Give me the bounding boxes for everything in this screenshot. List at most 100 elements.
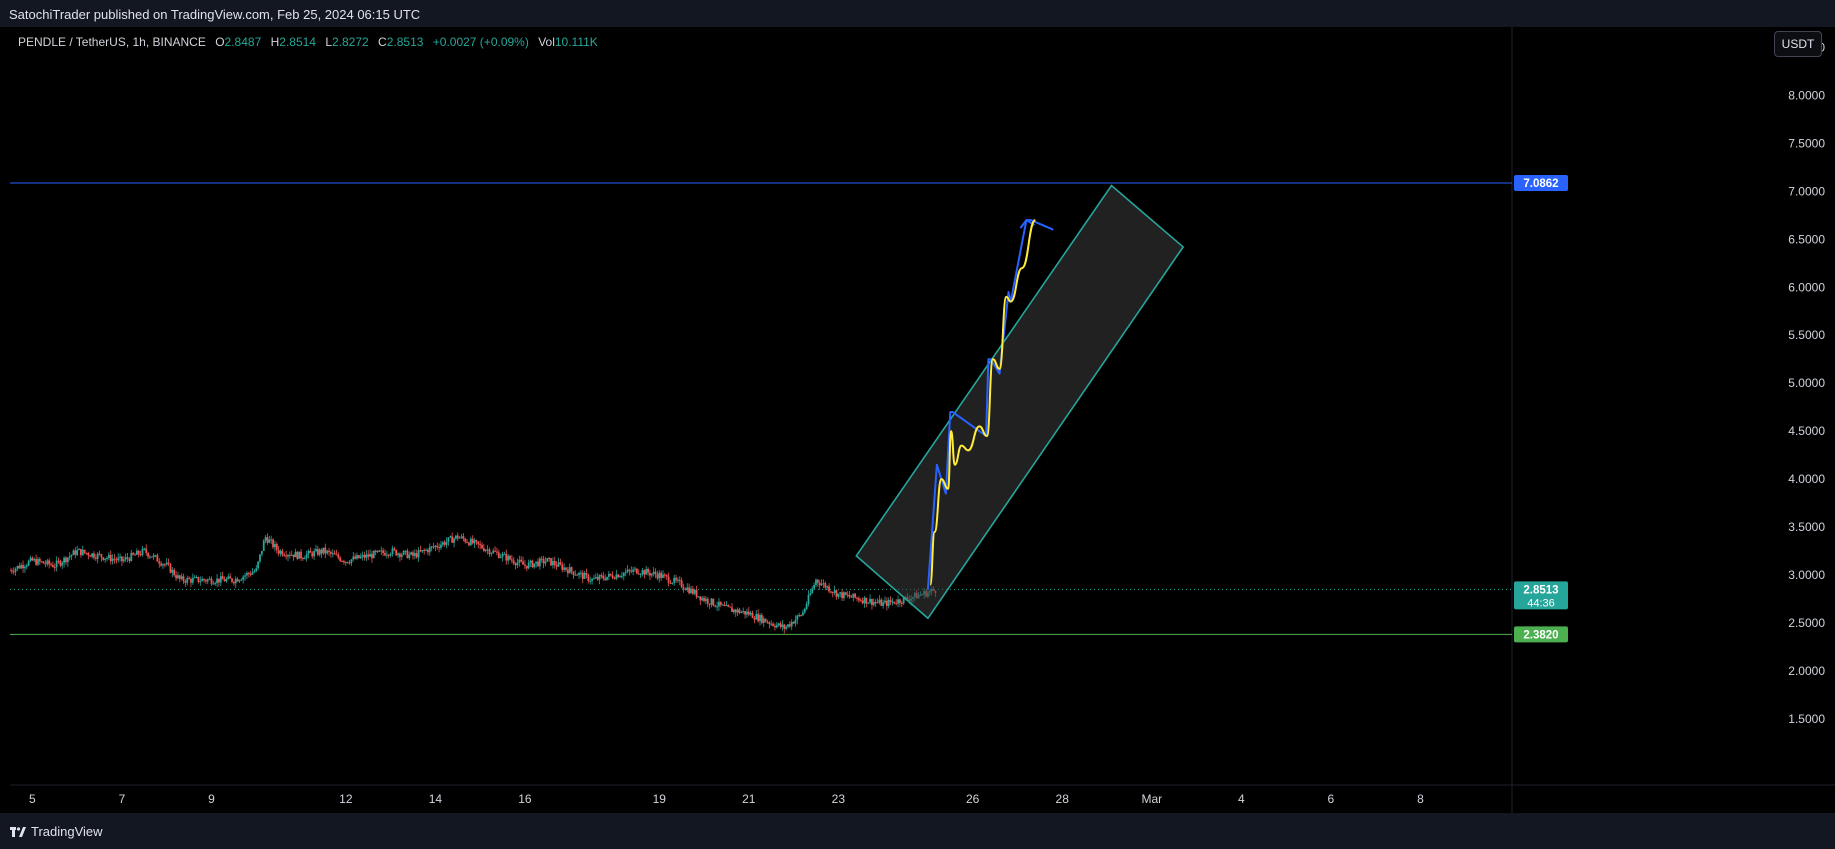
candle-body (593, 578, 595, 580)
candle-body (572, 571, 575, 575)
candle-body (744, 610, 746, 615)
candle-body (408, 554, 411, 559)
candle-body (44, 563, 47, 565)
candle-body (822, 583, 825, 585)
candle-body (525, 565, 528, 569)
candle-body (878, 599, 881, 603)
symbol-info[interactable]: PENDLE / TetherUS, 1h, BINANCE (18, 35, 206, 49)
candle-body (61, 562, 64, 566)
candle-body (734, 609, 737, 613)
candle-body (464, 538, 467, 542)
candle-body (53, 567, 56, 569)
candle-body (843, 592, 845, 599)
candle-body (350, 559, 353, 564)
candle-body (117, 557, 120, 561)
candle-body (682, 587, 685, 589)
candle-body (757, 613, 760, 622)
candle-body (600, 575, 603, 577)
candle-body (835, 590, 838, 597)
candle-body (178, 575, 181, 579)
candle-body (445, 541, 448, 545)
candle-body (628, 569, 631, 571)
candle-body (880, 599, 883, 606)
candle-body (787, 624, 789, 627)
candle-body (52, 565, 54, 568)
candle-body (794, 619, 797, 624)
candle-body (667, 576, 670, 583)
candle-body (115, 559, 118, 561)
candle-body (751, 612, 754, 619)
candle-body (665, 575, 668, 577)
candle-body (201, 579, 204, 582)
x-tick-label: 26 (966, 792, 980, 806)
candle-body (738, 609, 741, 613)
tradingview-brand[interactable]: TradingView (10, 824, 103, 839)
candle-body (333, 553, 336, 555)
candle-body (548, 558, 551, 560)
candle-body (134, 554, 136, 556)
candle-body (415, 553, 418, 558)
candle-body (27, 560, 30, 566)
candle-body (31, 557, 34, 561)
candle-body (779, 623, 782, 627)
candle-body (510, 559, 513, 561)
candle-body (391, 548, 394, 555)
candle-body (818, 582, 821, 586)
candle-body (583, 573, 586, 579)
candle-body (621, 575, 623, 577)
candle-body (837, 593, 840, 597)
candle-body (635, 568, 638, 574)
candle-body (579, 572, 582, 574)
currency-button[interactable]: USDT (1774, 31, 1822, 57)
candle-body (731, 607, 733, 613)
candle-body (154, 555, 157, 557)
candle-body (559, 562, 562, 565)
candle-body (815, 579, 817, 586)
close-value: 2.8513 (386, 35, 424, 49)
candle-body (188, 578, 191, 580)
candle-body (186, 578, 189, 583)
chart-pane[interactable]: 8.50008.00007.50007.00006.50006.00005.50… (10, 27, 1835, 813)
candle-body (516, 562, 519, 566)
candle-body (473, 540, 476, 544)
candle-body (865, 597, 868, 604)
candle-body (177, 575, 179, 579)
candle-body (38, 558, 41, 562)
candle-body (109, 554, 112, 562)
candle-body (346, 561, 349, 563)
candle-body (326, 550, 329, 554)
candle-body (796, 615, 799, 620)
candle-body (509, 555, 511, 560)
candle-body (156, 555, 159, 562)
x-tick-label: 28 (1056, 792, 1070, 806)
candle-body (382, 550, 385, 553)
candle-body (303, 558, 306, 560)
blue-projection-path[interactable] (926, 219, 1054, 590)
candle-body (693, 589, 696, 594)
candle-body (87, 553, 90, 556)
candle-body (900, 602, 903, 604)
candle-body (675, 577, 677, 581)
candle-body (46, 560, 49, 565)
candle-body (802, 612, 804, 616)
resistance-price-label: 7.0862 (1523, 178, 1558, 190)
candle-body (234, 578, 237, 584)
candle-body (524, 564, 526, 566)
candle-body (690, 588, 692, 594)
price-chart[interactable]: 8.50008.00007.50007.00006.50006.00005.50… (10, 27, 1835, 813)
candle-body (294, 551, 297, 558)
x-tick-label: 21 (742, 792, 756, 806)
candle-body (760, 614, 763, 623)
candle-body (650, 573, 653, 576)
tradingview-logo-icon (10, 826, 26, 837)
candle-body (79, 548, 82, 556)
candle-body (219, 576, 222, 583)
candle-body (100, 554, 103, 558)
candle-body (673, 577, 676, 583)
candle-body (542, 558, 545, 564)
x-tick-label: Mar (1141, 792, 1162, 806)
yellow-projection-path[interactable] (929, 219, 1037, 586)
candle-body (165, 562, 168, 565)
candle-body (322, 547, 325, 554)
candle-body (12, 571, 15, 573)
